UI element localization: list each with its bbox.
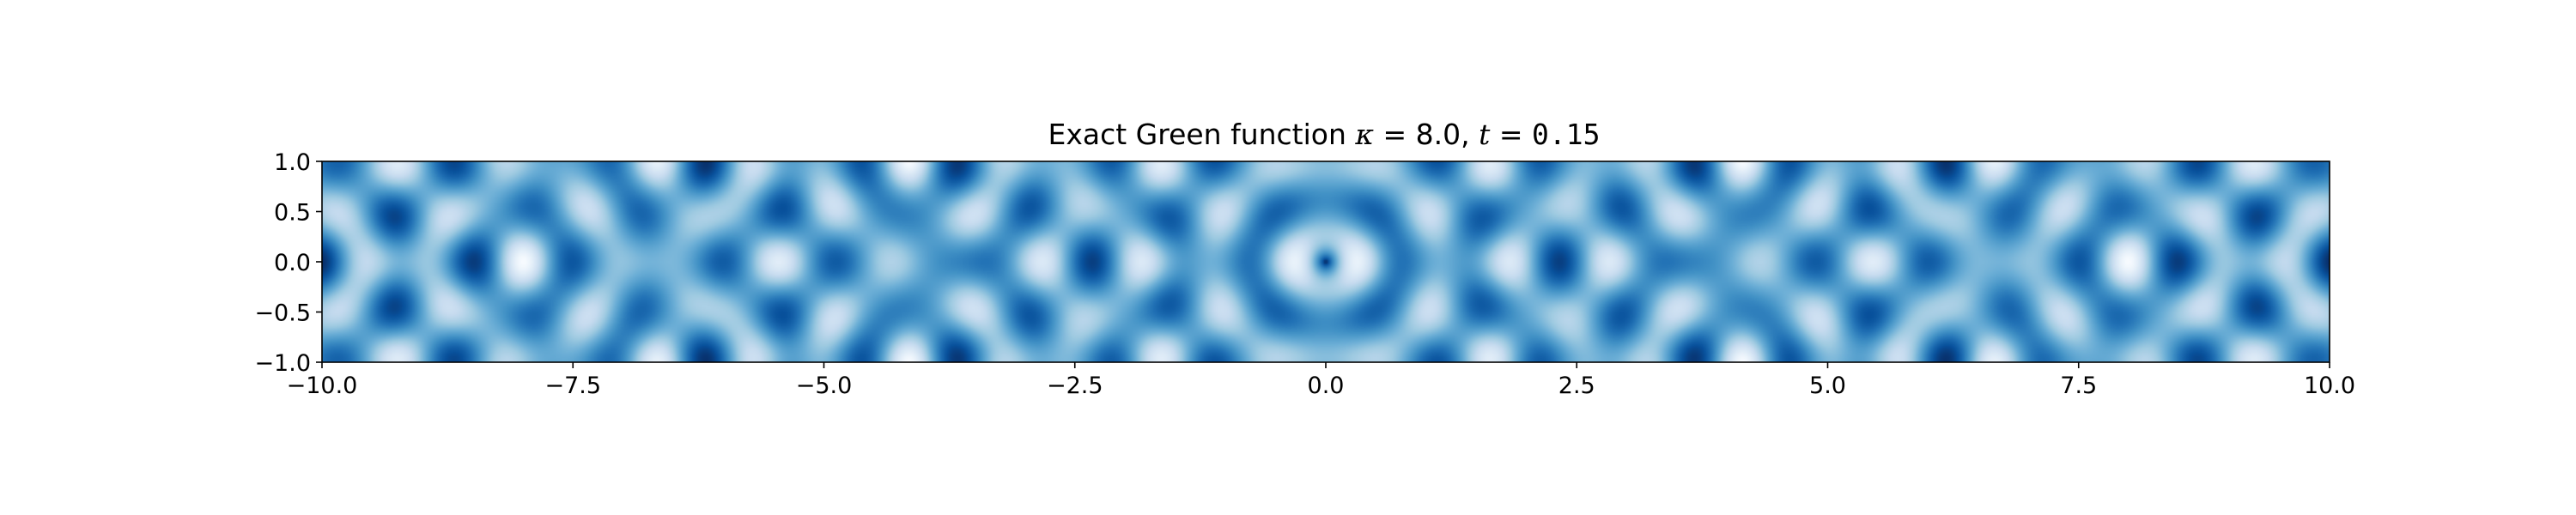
y-tick-label: 0.0	[274, 250, 311, 276]
y-tick-label: −0.5	[254, 300, 311, 327]
x-tick-label: −5.0	[796, 373, 853, 399]
x-tick-label: 5.0	[1809, 373, 1846, 399]
x-axis: −10.0 −7.5 −5.0 −2.5 0.0 2.5 5.0 7.5 10.0	[287, 362, 2355, 399]
x-tick-label: 0.0	[1308, 373, 1345, 399]
heatmap-image	[322, 161, 2330, 362]
y-tick-label: 0.5	[274, 200, 311, 227]
x-tick-label: 10.0	[2304, 373, 2355, 399]
y-tick-label: −1.0	[254, 350, 311, 377]
x-tick-label: −2.5	[1047, 373, 1103, 399]
x-tick-label: 2.5	[1558, 373, 1595, 399]
x-tick-label: −7.5	[544, 373, 601, 399]
x-tick-label: 7.5	[2060, 373, 2097, 399]
x-tick-label: −10.0	[287, 373, 358, 399]
y-tick-label: 1.0	[274, 149, 311, 176]
chart-title: Exact Green function κ = 8.0, t = 0.15	[1048, 118, 1600, 151]
plot-area	[321, 161, 2330, 363]
y-axis: 1.0 0.5 0.0 −0.5 −1.0	[254, 149, 322, 377]
